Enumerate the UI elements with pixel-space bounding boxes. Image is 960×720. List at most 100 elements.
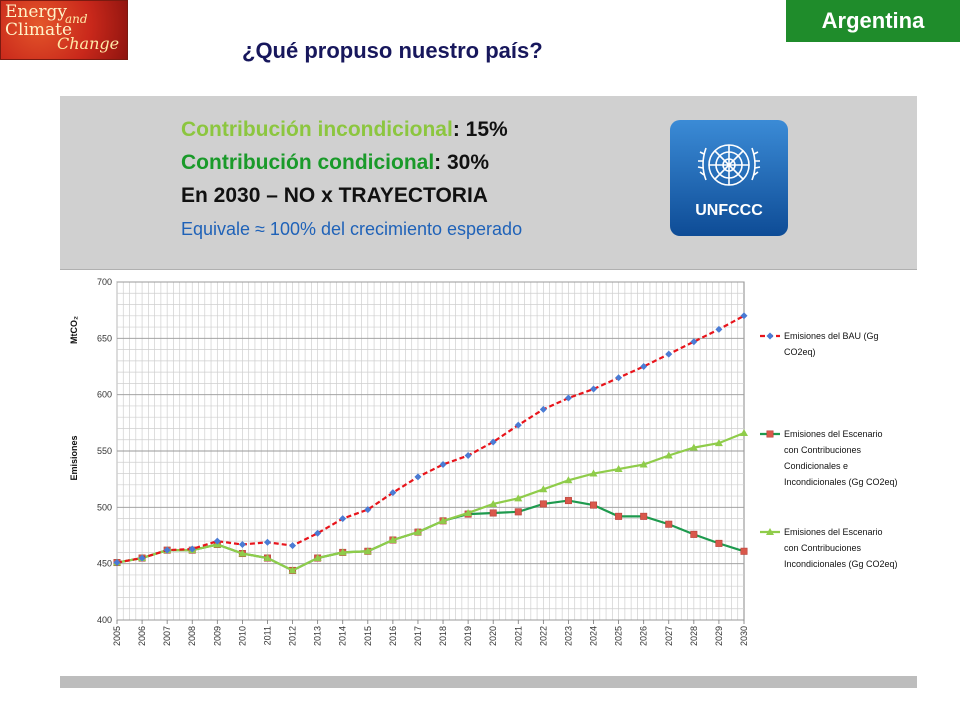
- data-point: [138, 554, 146, 562]
- data-point: [640, 512, 648, 520]
- logo-word-and: and: [65, 12, 88, 26]
- x-tick-label: 2013: [313, 626, 323, 646]
- legend-label: Emisiones del Escenario: [784, 429, 883, 439]
- data-point: [213, 537, 221, 545]
- data-point: [439, 516, 448, 524]
- logo-word-energy: Energy: [5, 2, 68, 22]
- legend-swatch-marker: [766, 528, 774, 535]
- data-point: [589, 469, 598, 477]
- data-point: [715, 539, 723, 547]
- page-title: ¿Qué propuso nuestro país?: [242, 38, 543, 63]
- data-point: [364, 506, 372, 514]
- x-tick-label: 2007: [162, 626, 172, 646]
- x-tick-label: 2011: [262, 626, 272, 645]
- y-tick-label: 600: [97, 390, 112, 400]
- data-point: [590, 385, 598, 393]
- data-point: [413, 528, 422, 536]
- data-point: [715, 325, 723, 333]
- data-point: [489, 499, 498, 507]
- x-tick-label: 2023: [563, 626, 573, 646]
- legend-label: Incondicionales (Gg CO2eq): [784, 477, 898, 487]
- x-tick-label: 2014: [338, 626, 348, 646]
- data-point: [338, 548, 347, 556]
- chart-series: [113, 312, 748, 574]
- x-tick-label: 2030: [739, 626, 749, 646]
- legend-entry-3: Emisiones del Escenario con Contribucione…: [760, 527, 898, 569]
- unconditional-contribution-line: Contribución incondicional: 15%: [181, 118, 508, 142]
- y-tick-label: 450: [97, 559, 112, 569]
- trajectory-line: En 2030 – NO x TRAYECTORIA: [181, 184, 488, 207]
- legend-label: con Contribuciones: [784, 445, 862, 455]
- x-tick-label: 2015: [363, 626, 373, 646]
- data-point: [664, 451, 673, 459]
- data-point: [665, 350, 673, 358]
- data-point: [113, 559, 121, 567]
- data-point: [313, 554, 322, 562]
- conditional-contribution-line: Contribución condicional: 30%: [181, 151, 489, 175]
- data-point: [489, 438, 497, 446]
- data-point: [288, 566, 297, 574]
- data-point: [464, 452, 472, 460]
- x-tick-label: 2027: [664, 626, 674, 646]
- conditional-contribution-label: Contribución condicional: [181, 151, 435, 174]
- data-point: [740, 312, 748, 320]
- data-point: [489, 509, 497, 517]
- data-point: [263, 538, 271, 546]
- data-point: [238, 541, 246, 549]
- x-tick-label: 2010: [237, 626, 247, 646]
- x-tick-label: 2006: [137, 626, 147, 646]
- legend-label: CO2eq): [784, 347, 816, 357]
- y-tick-label: 550: [97, 446, 112, 456]
- unfccc-logo: UNFCCC: [670, 120, 788, 236]
- x-tick-label: 2018: [438, 626, 448, 646]
- x-tick-label: 2022: [538, 626, 548, 646]
- data-point: [614, 465, 623, 473]
- emissions-chart-panel: 400 450 500 550 600 650 700 2005 2006 2007 2008 200…: [60, 270, 917, 676]
- data-point: [414, 473, 422, 481]
- legend-entry-1: Emisiones del BAU (Gg CO2eq): [760, 331, 879, 357]
- summary-panel: Contribución incondicional: 15% Contribu…: [60, 96, 917, 271]
- data-point: [564, 497, 572, 505]
- series-line: [116, 314, 745, 564]
- series-3: [113, 428, 748, 574]
- x-tick-label: 2008: [187, 626, 197, 646]
- data-point: [539, 485, 548, 493]
- data-point: [639, 460, 648, 468]
- legend-label: con Contribuciones: [784, 543, 862, 553]
- data-point: [615, 374, 623, 382]
- data-point: [665, 520, 673, 528]
- un-emblem-icon: [697, 144, 761, 186]
- data-point: [714, 439, 723, 447]
- unfccc-label: UNFCCC: [695, 202, 763, 219]
- data-point: [539, 405, 547, 413]
- legend-entry-2: Emisiones del Escenario con Contribucione…: [760, 429, 898, 487]
- data-point: [564, 394, 572, 402]
- data-point: [690, 338, 698, 346]
- data-point: [514, 508, 522, 516]
- equivalence-note: Equivale ≈ 100% del crecimiento esperado: [181, 219, 523, 239]
- data-point: [689, 443, 698, 451]
- data-point: [590, 501, 598, 509]
- x-tick-label: 2028: [689, 626, 699, 646]
- data-point: [363, 547, 372, 555]
- data-point: [339, 515, 347, 523]
- x-tick-label: 2005: [112, 626, 122, 646]
- x-tick-label: 2020: [488, 626, 498, 646]
- data-point: [188, 545, 196, 553]
- logo-word-change: Change: [57, 34, 120, 53]
- data-point: [615, 512, 623, 520]
- country-badge: Argentina: [786, 0, 960, 42]
- x-tick-label: 2009: [212, 626, 222, 646]
- data-point: [464, 508, 473, 516]
- unconditional-contribution-label: Contribución incondicional: [181, 118, 453, 141]
- unconditional-contribution-value: : 15%: [452, 118, 508, 141]
- data-point: [163, 546, 171, 554]
- x-tick-label: 2029: [714, 626, 724, 646]
- data-point: [238, 549, 247, 557]
- conditional-contribution-value: : 30%: [434, 151, 490, 174]
- series-1: [113, 312, 748, 567]
- data-point: [388, 536, 397, 544]
- data-point: [640, 363, 648, 370]
- x-tick-label: 2012: [288, 626, 298, 646]
- logo-word-climate: Climate: [5, 20, 73, 40]
